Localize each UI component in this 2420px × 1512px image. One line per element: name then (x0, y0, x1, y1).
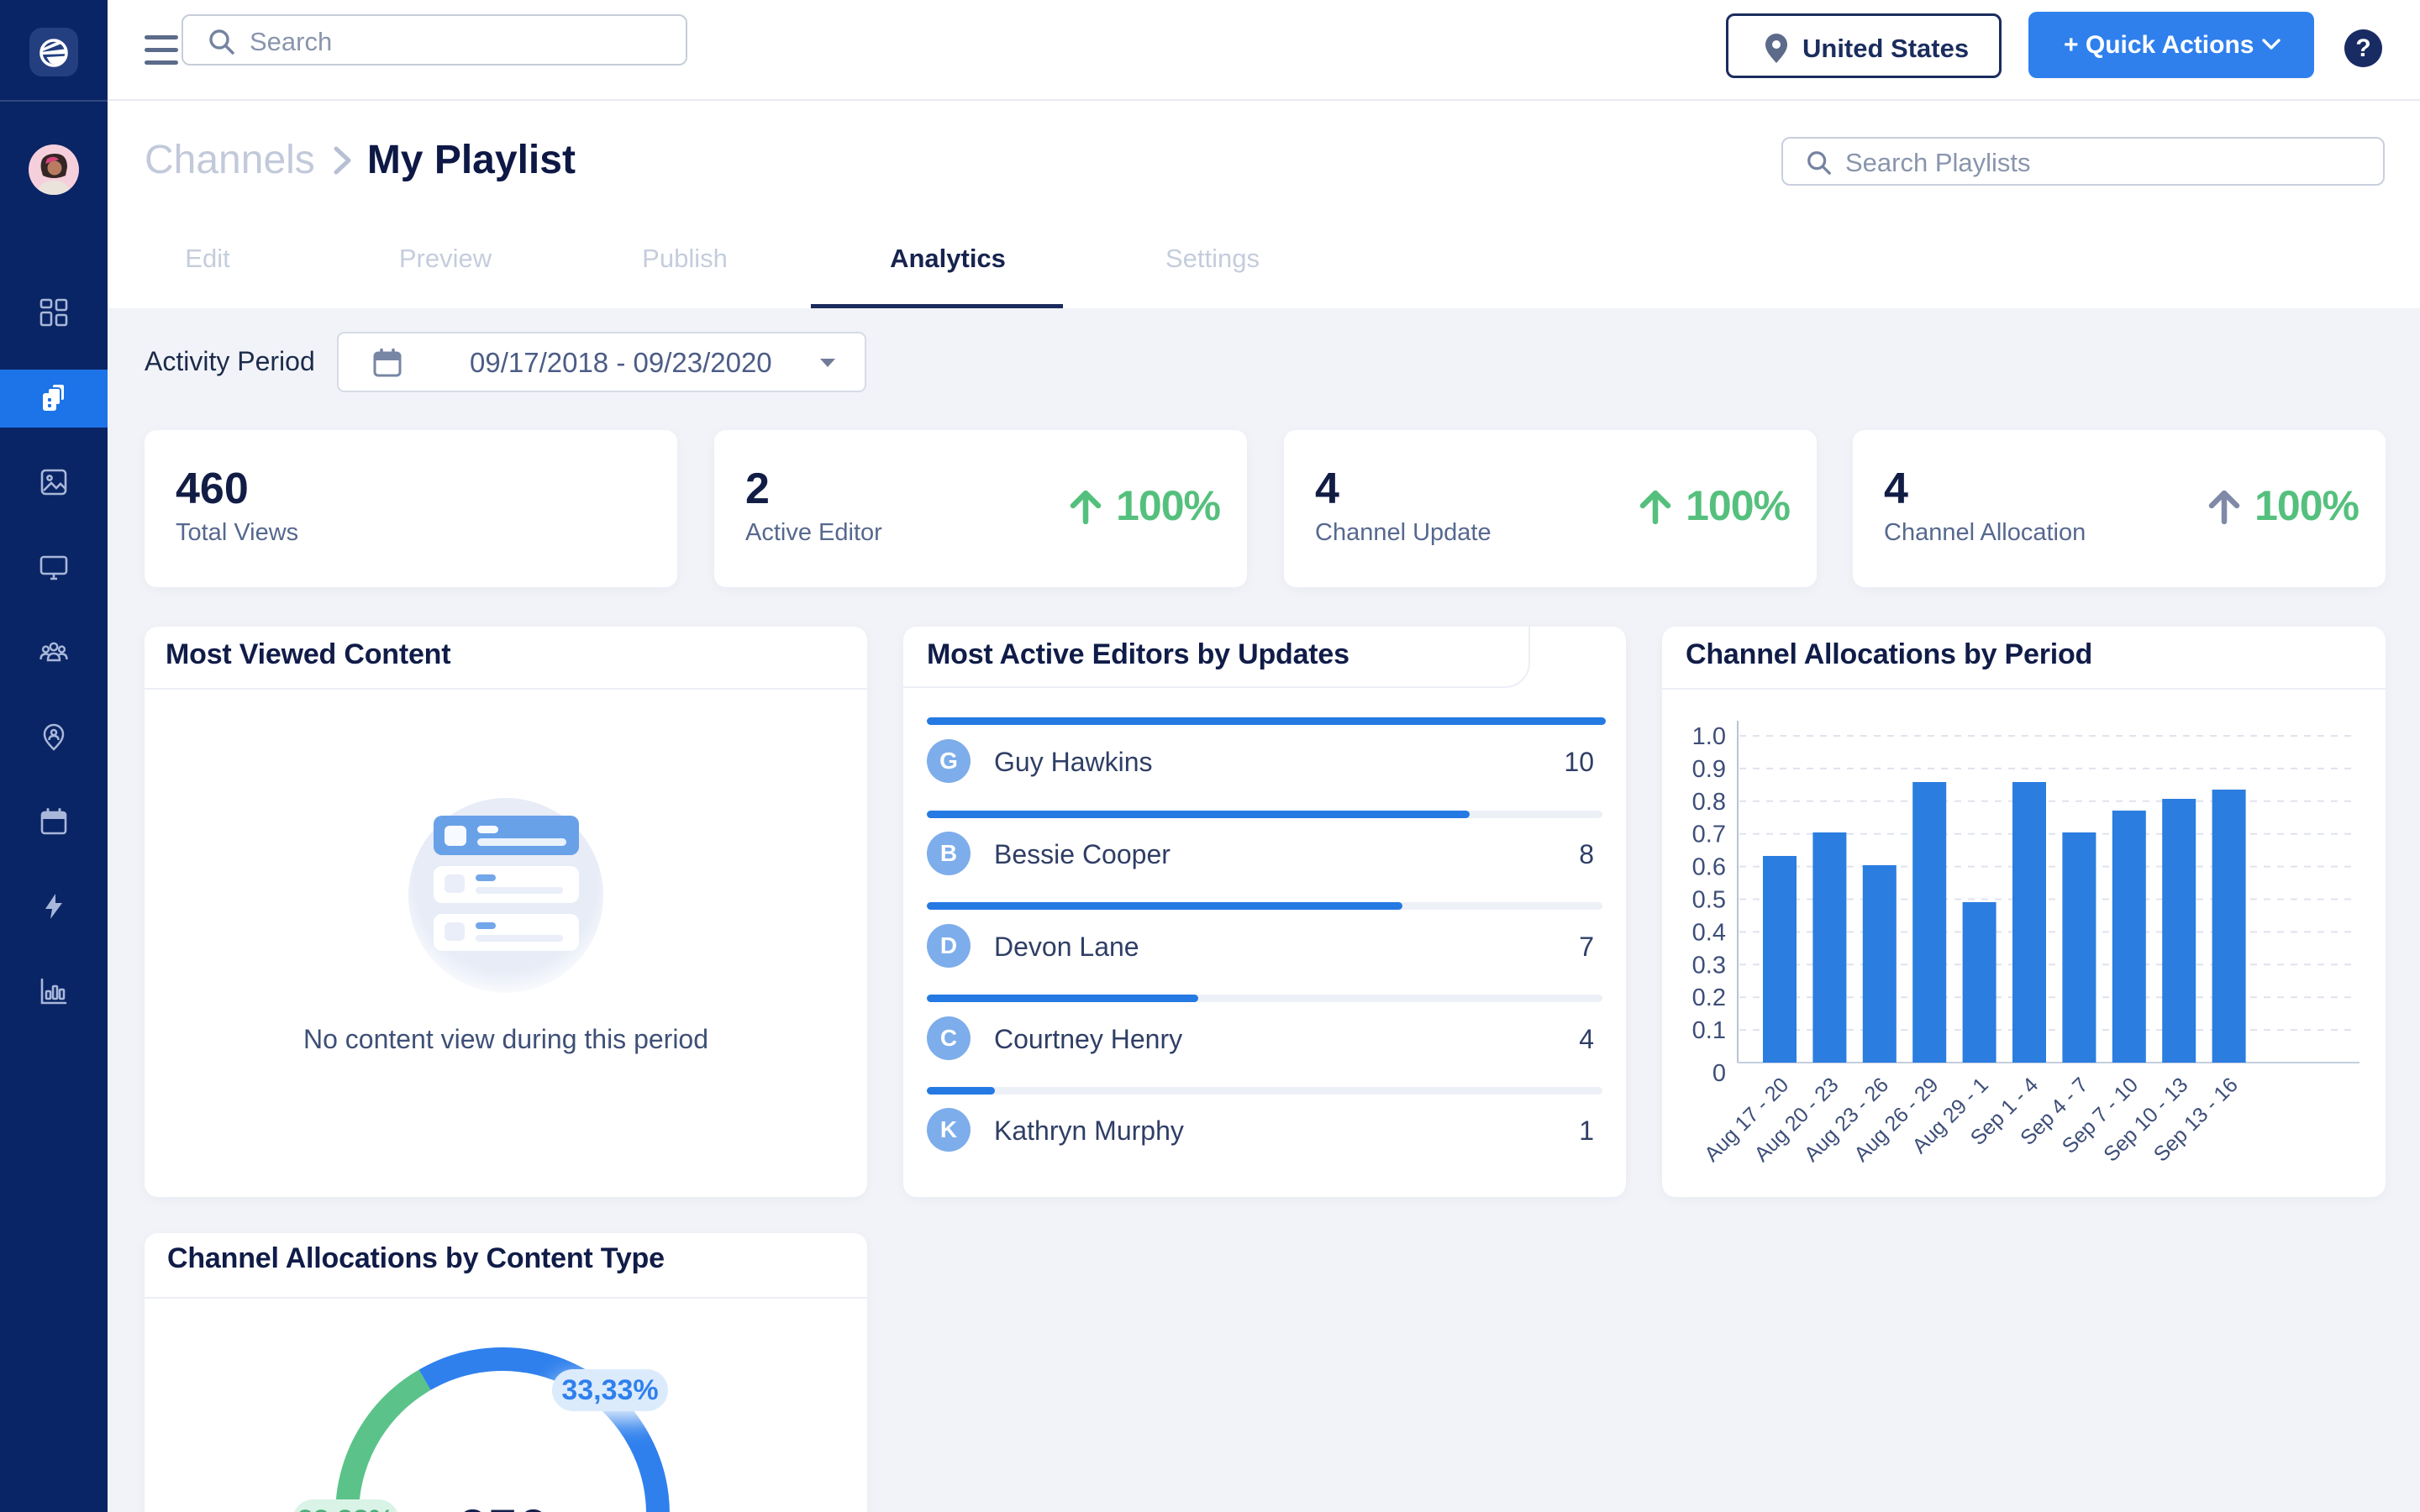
svg-text:1.0: 1.0 (1692, 723, 1726, 750)
svg-text:0.3: 0.3 (1692, 952, 1726, 979)
svg-text:0.4: 0.4 (1692, 919, 1726, 946)
svg-text:0: 0 (1712, 1060, 1726, 1087)
svg-text:0.1: 0.1 (1692, 1017, 1726, 1044)
svg-text:0.8: 0.8 (1692, 789, 1726, 816)
svg-text:0.6: 0.6 (1692, 854, 1726, 881)
svg-text:0.5: 0.5 (1692, 887, 1726, 914)
svg-text:0.7: 0.7 (1692, 822, 1726, 848)
svg-text:0.2: 0.2 (1692, 984, 1726, 1011)
svg-text:0.9: 0.9 (1692, 756, 1726, 783)
